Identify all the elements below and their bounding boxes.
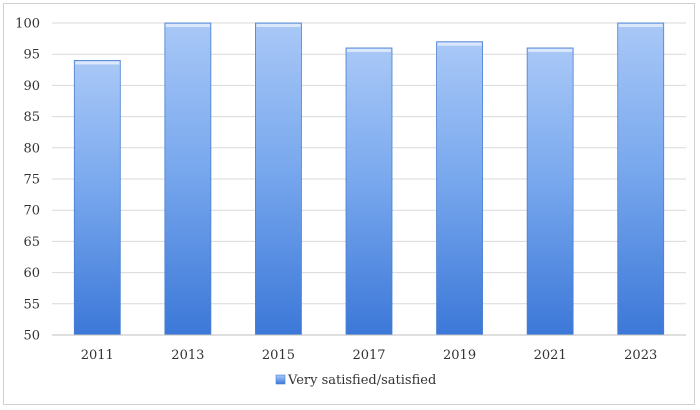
y-tick-label: 95 xyxy=(23,48,40,63)
y-tick-label: 85 xyxy=(23,110,40,125)
y-tick-label: 75 xyxy=(23,173,40,188)
bar-cap-2013 xyxy=(165,24,210,27)
bar-2017 xyxy=(345,47,393,336)
y-tick-label: 50 xyxy=(23,329,40,344)
y-tick-label: 65 xyxy=(23,235,40,250)
x-tick-label: 2021 xyxy=(534,348,567,363)
bar-cap-2019 xyxy=(437,42,482,46)
x-tick-label: 2013 xyxy=(171,348,204,363)
x-axis-ticks: 2011 2013 2015 2017 2019 2021 2023 xyxy=(81,348,658,363)
bar-2015 xyxy=(255,22,302,336)
bar-2021 xyxy=(526,47,574,336)
y-tick-label: 70 xyxy=(23,204,40,219)
y-tick-label: 100 xyxy=(15,17,40,32)
chart-frame: 50 55 60 65 70 75 80 85 90 95 100 2011 2013 2015 2017… xyxy=(3,3,695,405)
bar-cap-2023 xyxy=(618,24,663,27)
bar-2019 xyxy=(436,41,483,336)
x-tick-label: 2015 xyxy=(262,348,295,363)
bar-2023 xyxy=(617,22,665,336)
y-axis-ticks: 50 55 60 65 70 75 80 85 90 95 100 xyxy=(15,17,40,344)
y-tick-label: 60 xyxy=(23,266,40,281)
y-tick-label: 55 xyxy=(23,297,40,312)
y-tick-label: 90 xyxy=(23,79,40,94)
y-tick-label: 80 xyxy=(23,141,40,156)
bar-cap-2011 xyxy=(75,61,120,65)
bar-chart: 50 55 60 65 70 75 80 85 90 95 100 2011 2013 2015 2017… xyxy=(15,17,686,388)
bar-2011 xyxy=(73,60,121,336)
bar-cap-2017 xyxy=(347,48,391,52)
x-tick-label: 2017 xyxy=(352,348,385,363)
bars xyxy=(73,22,665,336)
bar-cap-2015 xyxy=(256,24,301,27)
x-tick-label: 2019 xyxy=(443,348,476,363)
legend-label: Very satisfied/satisfied xyxy=(287,373,436,388)
x-tick-label: 2023 xyxy=(624,348,657,363)
bar-2013 xyxy=(164,22,212,336)
bar-cap-2021 xyxy=(528,48,573,52)
legend-swatch xyxy=(275,374,286,385)
legend: Very satisfied/satisfied xyxy=(275,373,436,388)
x-tick-label: 2011 xyxy=(81,348,114,363)
